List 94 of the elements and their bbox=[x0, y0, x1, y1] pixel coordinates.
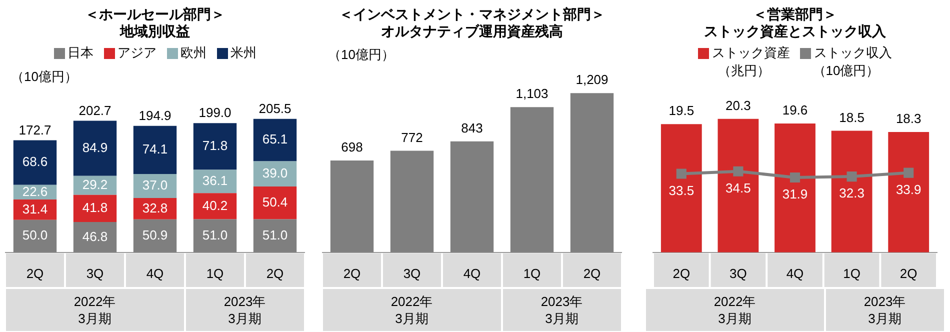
data-label: 31.4 bbox=[22, 201, 48, 216]
data-label: 37.0 bbox=[142, 178, 168, 193]
data-label: 698 bbox=[341, 140, 363, 155]
data-label: 84.9 bbox=[82, 140, 108, 155]
data-label: 32.8 bbox=[142, 200, 168, 216]
text: 2023年 3月期 bbox=[184, 288, 305, 332]
bar bbox=[253, 118, 297, 162]
legend-label: ストック資産 bbox=[712, 44, 790, 62]
bar bbox=[13, 140, 57, 185]
data-label: 33.5 bbox=[668, 182, 694, 198]
legend-label: ストック収入 bbox=[814, 44, 892, 62]
total-label: 194.9 bbox=[138, 108, 172, 123]
point bbox=[846, 172, 857, 182]
total-label: 172.7 bbox=[18, 122, 52, 138]
point bbox=[904, 168, 914, 178]
legend-label: アジア bbox=[118, 44, 156, 62]
data-label: 68.6 bbox=[22, 154, 48, 170]
data-label: 31.9 bbox=[782, 186, 808, 202]
bar bbox=[193, 193, 237, 220]
text: 2022年 3月期 bbox=[5, 288, 185, 332]
chart-title: ＜営業部門＞ bbox=[752, 6, 838, 23]
data-label: 33.9 bbox=[896, 182, 922, 197]
data-label: 50.0 bbox=[22, 228, 48, 243]
data-label: 65.1 bbox=[262, 132, 288, 147]
chart-subtitle: ストック資産とストック収入 bbox=[703, 23, 887, 40]
data-label: 51.0 bbox=[202, 227, 228, 242]
data-label: 71.8 bbox=[202, 138, 228, 153]
point bbox=[790, 172, 800, 183]
chart-title: ＜ホールセール部門＞ bbox=[84, 6, 226, 23]
x-tick-label: 2Q bbox=[343, 266, 361, 281]
data-label: 39.0 bbox=[262, 165, 288, 180]
data-label: 32.3 bbox=[839, 186, 864, 201]
data-label: 51.0 bbox=[262, 227, 288, 242]
data-label: 1,209 bbox=[576, 72, 608, 88]
x-tick-label: 2Q bbox=[672, 266, 690, 281]
bar bbox=[13, 200, 57, 220]
total-label: 202.7 bbox=[78, 102, 112, 118]
bar bbox=[253, 161, 297, 187]
data-label: 74.1 bbox=[142, 142, 168, 157]
legend-label: 米州 bbox=[230, 44, 256, 62]
bar bbox=[133, 126, 177, 174]
data-label: 20.3 bbox=[726, 98, 751, 113]
point bbox=[676, 168, 686, 179]
x-tick-label: 2Q bbox=[583, 266, 601, 281]
chart-title: ＜インベストメント・マネジメント部門＞ bbox=[338, 6, 606, 23]
data-label: 34.5 bbox=[726, 180, 751, 196]
text: 2023年 3月期 bbox=[502, 288, 622, 332]
data-label: 772 bbox=[401, 130, 423, 145]
x-tick-label: 4Q bbox=[786, 266, 804, 281]
x-tick-label: 2Q bbox=[900, 266, 918, 281]
chart-subtitle: 地域別収益 bbox=[118, 23, 191, 40]
data-label: 40.2 bbox=[202, 198, 228, 213]
total-label: 199.0 bbox=[198, 105, 232, 120]
data-label: 843 bbox=[461, 120, 483, 136]
data-label: 50.4 bbox=[262, 194, 288, 210]
data-label: 46.8 bbox=[82, 228, 108, 244]
data-label: 22.6 bbox=[22, 184, 48, 199]
bar bbox=[193, 123, 237, 170]
data-label: 18.5 bbox=[839, 110, 864, 125]
bar bbox=[253, 186, 297, 220]
legend-label: 日本 bbox=[68, 44, 94, 62]
text: （10億円） bbox=[328, 46, 396, 64]
x-tick-label: 4Q bbox=[146, 266, 164, 281]
bar bbox=[133, 174, 177, 198]
bar bbox=[73, 120, 117, 176]
x-tick-label: 1Q bbox=[523, 266, 541, 281]
text: （10億円） bbox=[812, 62, 880, 80]
legend-label: 欧州 bbox=[180, 44, 206, 62]
text: 2022年 3月期 bbox=[322, 288, 502, 332]
x-tick-label: 2Q bbox=[26, 266, 44, 281]
bar bbox=[73, 194, 117, 222]
x-tick-label: 3Q bbox=[86, 266, 104, 281]
data-label: 36.1 bbox=[202, 173, 228, 188]
data-label: 1,103 bbox=[516, 86, 548, 102]
x-tick-label: 3Q bbox=[730, 266, 747, 281]
text: 2022年 3月期 bbox=[645, 288, 825, 332]
x-tick-label: 4Q bbox=[463, 266, 481, 281]
data-label: 29.2 bbox=[82, 176, 108, 192]
bar bbox=[193, 170, 237, 194]
x-tick-label: 1Q bbox=[206, 266, 224, 281]
chart-subtitle: オルタナティブ運用資産残高 bbox=[380, 23, 564, 40]
x-tick-label: 1Q bbox=[843, 266, 860, 281]
text: （兆円） bbox=[718, 62, 770, 80]
point bbox=[733, 166, 744, 176]
data-label: 18.3 bbox=[896, 111, 922, 126]
x-tick-label: 3Q bbox=[403, 266, 421, 281]
data-label: 50.9 bbox=[142, 227, 168, 242]
data-label: 19.5 bbox=[668, 103, 694, 118]
total-label: 205.5 bbox=[258, 100, 292, 116]
text: （10億円） bbox=[11, 68, 78, 86]
data-label: 41.8 bbox=[82, 200, 108, 215]
x-tick-label: 2Q bbox=[266, 266, 284, 281]
text: 2023年 3月期 bbox=[824, 288, 945, 332]
data-label: 19.6 bbox=[782, 102, 808, 118]
